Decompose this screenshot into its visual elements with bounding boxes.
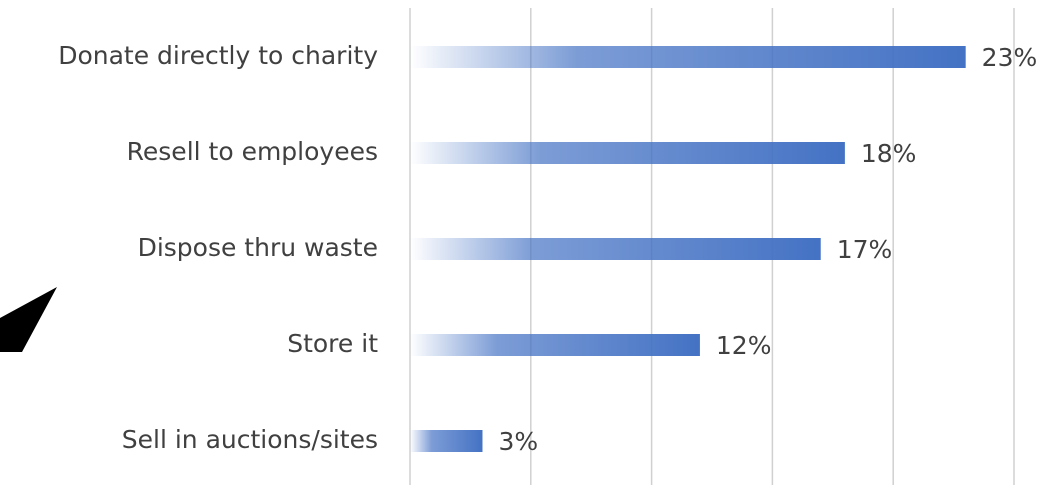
- bar: [410, 334, 700, 356]
- y-tick-label: Sell in auctions/sites: [122, 425, 378, 454]
- y-tick-label: Store it: [287, 329, 378, 358]
- bar: [410, 430, 483, 452]
- y-tick-label: Resell to employees: [127, 137, 378, 166]
- data-label: 3%: [498, 427, 538, 456]
- bar: [410, 142, 845, 164]
- bar: [410, 238, 821, 260]
- y-tick-label: Dispose thru waste: [138, 233, 378, 262]
- data-label: 12%: [716, 331, 772, 360]
- pointer-arrow: [0, 287, 57, 352]
- y-tick-label: Donate directly to charity: [58, 41, 378, 70]
- data-label: 18%: [861, 139, 917, 168]
- data-label: 17%: [837, 235, 893, 264]
- data-label: 23%: [982, 43, 1038, 72]
- bar: [410, 46, 966, 68]
